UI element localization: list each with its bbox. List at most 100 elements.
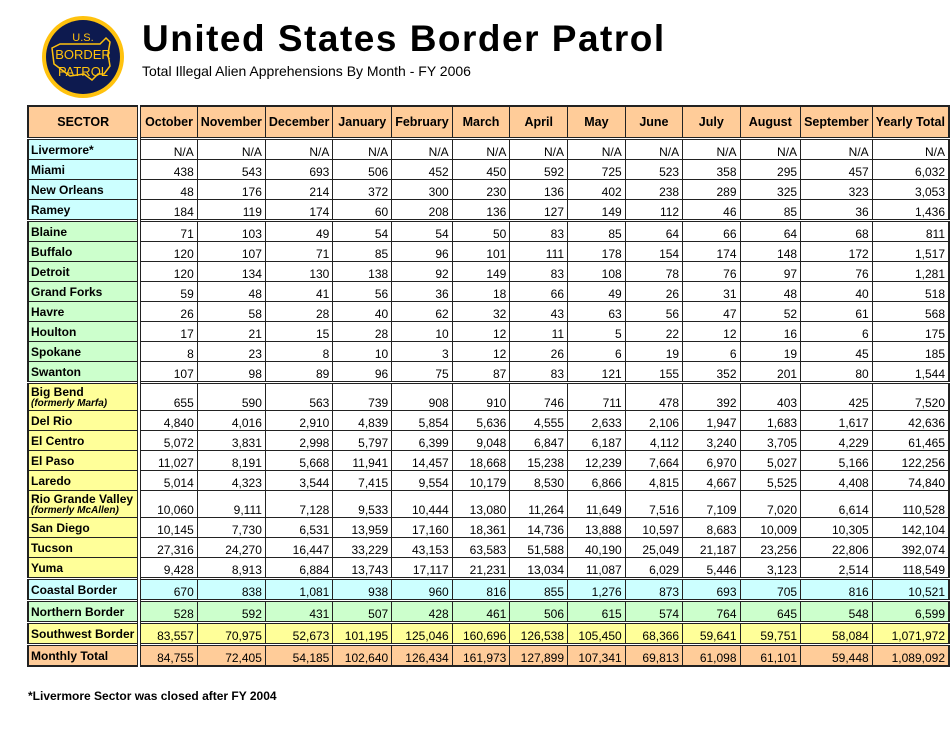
- cell-january: 33,229: [332, 537, 393, 558]
- cell-november: 176: [196, 179, 266, 200]
- cell-january: 54: [332, 219, 393, 242]
- cell-november: 4,323: [196, 470, 266, 491]
- column-header-april: April: [509, 105, 569, 139]
- cell-july: 66: [682, 219, 741, 242]
- cell-may: 121: [567, 361, 626, 383]
- cell-december: 7,128: [264, 490, 334, 518]
- cell-june: 19: [624, 341, 684, 362]
- cell-december: 89: [264, 361, 334, 383]
- cell-march: N/A: [451, 137, 511, 160]
- cell-july: 358: [682, 159, 741, 180]
- cell-yearly-total: 1,281: [871, 261, 950, 282]
- cell-march: 18,361: [451, 517, 511, 538]
- cell-july: 352: [682, 361, 741, 383]
- apprehensions-table: SECTOR October November December January Febr…: [27, 105, 950, 667]
- cell-november: 23: [196, 341, 266, 362]
- cell-yearly-total: 7,520: [871, 381, 950, 411]
- sector-label: Coastal Border: [31, 582, 118, 597]
- cell-november: 543: [196, 159, 266, 180]
- cell-march: 5,636: [451, 410, 511, 431]
- sector-name: El Centro: [27, 430, 142, 451]
- cell-june: 6,029: [624, 557, 684, 579]
- cell-december: 214: [264, 179, 334, 200]
- sector-label: Blaine: [31, 224, 68, 239]
- page-subtitle: Total Illegal Alien Apprehensions By Mon…: [142, 63, 471, 79]
- cell-march: 461: [451, 599, 511, 623]
- sector-name: Tucson: [27, 537, 142, 558]
- table-row: Detroit 120 134 130 138 92 149 83 108 78 76 97 76 1,2…: [27, 261, 950, 282]
- sector-label: Havre: [31, 304, 65, 319]
- column-header-november: November: [196, 105, 266, 139]
- cell-july: 4,667: [682, 470, 741, 491]
- cell-november: 592: [196, 599, 266, 623]
- cell-june: 4,112: [624, 430, 684, 451]
- cell-july: 31: [682, 281, 741, 302]
- cell-september: 45: [800, 341, 873, 362]
- cell-december: 2,910: [264, 410, 334, 431]
- cell-december: 52,673: [264, 621, 334, 645]
- cell-december: 15: [264, 321, 334, 342]
- table-row: Havre 26 58 28 40 62 32 43 63 56 47 52 61 568: [27, 301, 950, 322]
- table-row: Yuma 9,428 8,913 6,884 13,743 17,117 21,231 13,…: [27, 557, 950, 579]
- cell-yearly-total: 518: [871, 281, 950, 302]
- cell-july: 289: [682, 179, 741, 200]
- table-row: Buffalo 120 107 71 85 96 101 111 178 154 174 148 172…: [27, 241, 950, 262]
- cell-october: 83,557: [138, 621, 198, 645]
- cell-january: 102,640: [332, 643, 393, 667]
- cell-may: N/A: [567, 137, 626, 160]
- cell-april: 11: [509, 321, 569, 342]
- cell-april: 14,736: [509, 517, 569, 538]
- cell-april: 506: [509, 599, 569, 623]
- cell-november: 4,016: [196, 410, 266, 431]
- cell-september: 10,305: [800, 517, 873, 538]
- cell-may: 402: [567, 179, 626, 200]
- cell-august: 23,256: [739, 537, 802, 558]
- cell-december: 174: [264, 199, 334, 221]
- cell-march: 9,048: [451, 430, 511, 451]
- cell-yearly-total: 10,521: [871, 577, 950, 601]
- cell-june: 112: [624, 199, 684, 221]
- cell-december: 28: [264, 301, 334, 322]
- cell-april: 8,530: [509, 470, 569, 491]
- cell-march: 32: [451, 301, 511, 322]
- cell-february: 36: [391, 281, 453, 302]
- sector-name: Havre: [27, 301, 142, 322]
- cell-october: 59: [138, 281, 198, 302]
- cell-november: 134: [196, 261, 266, 282]
- sector-name: Coastal Border: [27, 577, 142, 601]
- sector-label: New Orleans: [31, 182, 104, 197]
- cell-july: 76: [682, 261, 741, 282]
- cell-july: 12: [682, 321, 741, 342]
- cell-may: 49: [567, 281, 626, 302]
- cell-june: 25,049: [624, 537, 684, 558]
- sector-name: Laredo: [27, 470, 142, 491]
- sector-name: El Paso: [27, 450, 142, 471]
- cell-january: 739: [332, 381, 393, 411]
- table-row: Miami 438 543 693 506 452 450 592 725 523 358 295 45…: [27, 159, 950, 180]
- cell-december: 3,544: [264, 470, 334, 491]
- cell-august: 10,009: [739, 517, 802, 538]
- sector-name: Southwest Border: [27, 621, 142, 645]
- cell-september: 1,617: [800, 410, 873, 431]
- svg-text:PATROL: PATROL: [58, 64, 108, 79]
- cell-november: 3,831: [196, 430, 266, 451]
- cell-december: N/A: [264, 137, 334, 160]
- column-header-october: October: [138, 105, 198, 139]
- cell-october: 5,072: [138, 430, 198, 451]
- cell-yearly-total: 3,053: [871, 179, 950, 200]
- column-header-june: June: [624, 105, 684, 139]
- cell-may: 5: [567, 321, 626, 342]
- column-header-august: August: [739, 105, 802, 139]
- cell-july: 392: [682, 381, 741, 411]
- sector-label: San Diego: [31, 520, 90, 535]
- cell-may: 6: [567, 341, 626, 362]
- cell-july: 174: [682, 241, 741, 262]
- cell-september: 36: [800, 199, 873, 221]
- svg-text:U.S.: U.S.: [72, 32, 93, 44]
- column-header-july: July: [682, 105, 741, 139]
- cell-october: 107: [138, 361, 198, 383]
- cell-october: N/A: [138, 137, 198, 160]
- cell-april: 83: [509, 261, 569, 282]
- cell-september: 6,614: [800, 490, 873, 518]
- cell-january: 372: [332, 179, 393, 200]
